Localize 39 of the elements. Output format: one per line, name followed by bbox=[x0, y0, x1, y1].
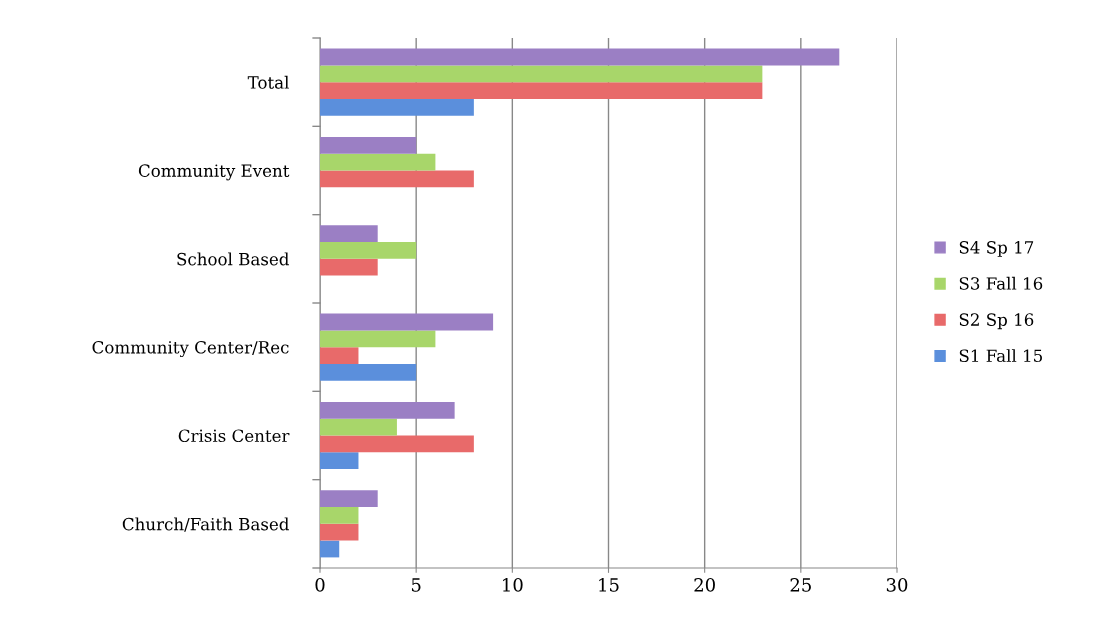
x-tick-label: 5 bbox=[411, 578, 421, 592]
bar bbox=[320, 170, 474, 188]
x-tick-label: 0 bbox=[315, 578, 325, 592]
bar bbox=[320, 347, 359, 364]
bar bbox=[320, 225, 378, 243]
y-tick-label: Church/Faith Based bbox=[122, 517, 289, 532]
bar bbox=[320, 258, 378, 276]
bar bbox=[320, 418, 397, 436]
bar bbox=[320, 435, 474, 453]
y-tick-label: Community Event bbox=[138, 164, 290, 181]
bar bbox=[320, 507, 359, 524]
bar bbox=[320, 313, 494, 331]
y-tick-label: School Based bbox=[177, 252, 289, 266]
bar bbox=[320, 363, 417, 381]
bar bbox=[320, 153, 436, 171]
legend-label: S3 Fall 16 bbox=[959, 276, 1043, 290]
bar bbox=[320, 48, 840, 66]
bar bbox=[320, 136, 417, 154]
bar bbox=[320, 452, 359, 470]
x-tick-label: 30 bbox=[886, 578, 908, 592]
y-tick-label: Community Center/Rec bbox=[92, 341, 289, 358]
x-tick-label: 25 bbox=[790, 578, 811, 592]
y-tick-label: Crisis Center bbox=[178, 429, 290, 443]
x-tick-label: 10 bbox=[503, 578, 523, 592]
bar bbox=[320, 523, 359, 541]
bar bbox=[320, 242, 417, 259]
bar bbox=[320, 82, 763, 99]
bar bbox=[320, 330, 436, 348]
x-tick-label: 15 bbox=[599, 578, 619, 592]
legend-label: S2 Sp 16 bbox=[959, 313, 1034, 330]
bar bbox=[320, 490, 378, 508]
bar bbox=[320, 540, 340, 558]
legend-label: S1 Fall 15 bbox=[959, 349, 1042, 363]
x-tick-label: 20 bbox=[694, 578, 715, 592]
legend-label: S4 Sp 17 bbox=[959, 241, 1034, 257]
bar bbox=[320, 65, 763, 83]
bar bbox=[320, 98, 474, 116]
y-tick-label: Total bbox=[247, 75, 289, 89]
bar bbox=[320, 401, 455, 419]
